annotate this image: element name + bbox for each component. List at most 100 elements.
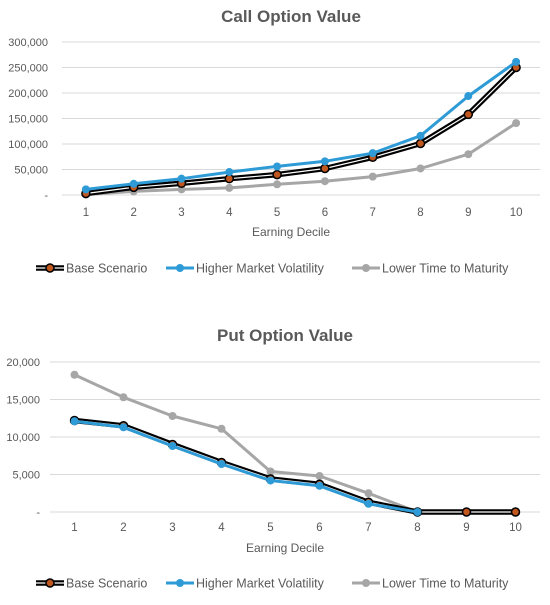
legend-marker bbox=[45, 578, 55, 588]
legend-marker bbox=[45, 263, 55, 273]
x-tick-label: 1 bbox=[71, 522, 77, 534]
legend-label: Lower Time to Maturity bbox=[382, 577, 509, 591]
data-point bbox=[266, 476, 275, 485]
x-tick-label: 9 bbox=[463, 522, 469, 534]
x-tick-label: 6 bbox=[316, 522, 322, 534]
data-point bbox=[217, 424, 226, 433]
legend-item: Lower Time to Maturity bbox=[352, 262, 509, 276]
data-point bbox=[512, 57, 521, 66]
y-tick-label: 100,000 bbox=[8, 139, 48, 151]
data-point bbox=[320, 163, 330, 174]
chart-2: Put Option Value - 5,000 10,000 15,000 20,000… bbox=[6, 326, 540, 591]
data-point bbox=[119, 393, 128, 402]
legend-item: Higher Market Volatility bbox=[166, 262, 325, 276]
y-tick-label: 200,000 bbox=[8, 88, 48, 100]
x-tick-label: 3 bbox=[178, 207, 184, 219]
x-tick-label: 6 bbox=[322, 207, 328, 219]
y-tick-label: 250,000 bbox=[8, 63, 48, 75]
data-point bbox=[315, 472, 324, 480]
chart-1: Call Option Value - 50,000 100,000 150,000 20… bbox=[8, 7, 540, 276]
data-point bbox=[225, 168, 234, 177]
legend-label: Base Scenario bbox=[66, 577, 147, 591]
data-point bbox=[510, 507, 521, 517]
x-tick-label: 9 bbox=[465, 207, 471, 219]
y-tick-label: 10,000 bbox=[6, 432, 40, 444]
legend-marker bbox=[176, 264, 184, 272]
data-point bbox=[320, 157, 329, 166]
series-line bbox=[74, 419, 418, 514]
series-line bbox=[73, 373, 516, 514]
y-tick-label: 15,000 bbox=[6, 395, 40, 407]
data-point bbox=[272, 169, 282, 180]
legend-item: Base Scenario bbox=[36, 262, 147, 276]
y-tick-label: 50,000 bbox=[14, 165, 48, 177]
x-axis-label: Earning Decile bbox=[252, 225, 330, 239]
legend-label: Lower Time to Maturity bbox=[382, 262, 509, 276]
data-point bbox=[320, 177, 329, 186]
data-point bbox=[415, 138, 426, 149]
data-point bbox=[273, 162, 282, 171]
x-tick-label: 8 bbox=[414, 522, 420, 534]
data-point bbox=[315, 481, 324, 490]
series-line bbox=[85, 60, 517, 191]
chart-title: Put Option Value bbox=[217, 326, 353, 345]
data-point bbox=[168, 412, 177, 420]
data-point bbox=[81, 185, 90, 194]
legend-item: Higher Market Volatility bbox=[166, 577, 325, 591]
legend-item: Lower Time to Maturity bbox=[352, 577, 509, 591]
series-base-scenario bbox=[81, 62, 521, 199]
series-lower-time-to-maturity bbox=[81, 119, 521, 199]
y-tick-label: - bbox=[44, 190, 48, 202]
data-point bbox=[225, 183, 234, 192]
x-tick-label: 2 bbox=[120, 522, 126, 534]
y-tick-label: - bbox=[36, 507, 40, 519]
x-tick-label: 1 bbox=[83, 207, 89, 219]
series-line bbox=[85, 67, 517, 195]
y-tick-label: 300,000 bbox=[8, 37, 48, 49]
series-higher-market-volatility bbox=[81, 57, 521, 194]
series-line bbox=[85, 121, 517, 196]
data-point bbox=[129, 179, 138, 188]
data-point bbox=[368, 149, 377, 158]
data-point bbox=[70, 417, 79, 426]
data-point bbox=[168, 442, 177, 450]
x-tick-label: 5 bbox=[267, 522, 273, 534]
data-point bbox=[416, 131, 425, 140]
data-point bbox=[70, 370, 79, 379]
x-tick-label: 10 bbox=[510, 207, 523, 219]
x-tick-label: 5 bbox=[274, 207, 280, 219]
chart-title: Call Option Value bbox=[221, 7, 361, 26]
legend-marker bbox=[362, 579, 370, 587]
series-line-outline bbox=[85, 65, 519, 197]
x-tick-label: 4 bbox=[218, 522, 225, 534]
x-tick-label: 8 bbox=[417, 207, 423, 219]
series-lower-time-to-maturity bbox=[70, 370, 520, 516]
data-point bbox=[461, 507, 472, 517]
data-point bbox=[464, 150, 473, 159]
y-tick-label: 5,000 bbox=[12, 470, 40, 482]
x-tick-label: 7 bbox=[369, 207, 375, 219]
data-point bbox=[413, 508, 422, 516]
data-point bbox=[364, 489, 373, 498]
legend-marker bbox=[362, 264, 370, 272]
x-tick-label: 4 bbox=[226, 207, 233, 219]
x-tick-label: 3 bbox=[169, 522, 175, 534]
data-point bbox=[512, 119, 521, 128]
y-tick-label: 150,000 bbox=[8, 114, 48, 126]
series-higher-market-volatility bbox=[70, 417, 422, 516]
x-axis-label: Earning Decile bbox=[246, 541, 324, 555]
data-point bbox=[416, 164, 425, 173]
x-tick-label: 7 bbox=[365, 522, 371, 534]
legend-label: Higher Market Volatility bbox=[196, 262, 325, 276]
data-point bbox=[364, 499, 373, 508]
data-point bbox=[266, 467, 275, 476]
data-point bbox=[464, 92, 473, 101]
data-point bbox=[177, 174, 186, 183]
data-point bbox=[368, 172, 377, 181]
legend-label: Base Scenario bbox=[66, 262, 147, 276]
data-point bbox=[463, 109, 474, 120]
data-point bbox=[119, 423, 128, 432]
data-point bbox=[217, 460, 226, 468]
